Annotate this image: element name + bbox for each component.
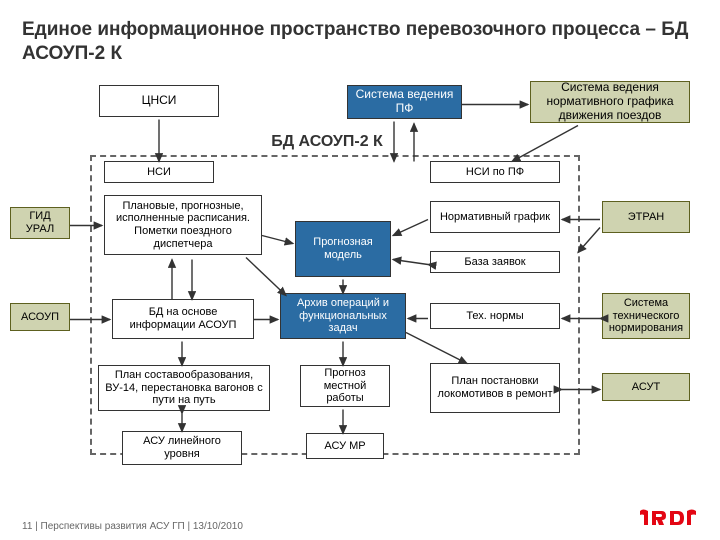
box-cnsi: ЦНСИ (99, 85, 219, 117)
box-arhiv: Архив операций и функциональных задач (280, 293, 406, 339)
box-asut: АСУТ (602, 373, 690, 401)
box-bd-asoup: БД на основе информации АСОУП (112, 299, 254, 339)
box-asoup: АСОУП (10, 303, 70, 331)
box-asu-lin: АСУ линейного уровня (122, 431, 242, 465)
box-plan-sost: План составообразования, ВУ-14, перестан… (98, 365, 270, 411)
box-plan: Плановые, прогнозные, исполненные распис… (104, 195, 262, 255)
page-title: Единое информационное пространство перев… (22, 18, 698, 66)
box-asu-mr: АСУ МР (306, 433, 384, 459)
diagram-canvas: ЦНСИ Система ведения ПФ Система ведения … (22, 85, 698, 510)
box-sys-pf: Система ведения ПФ (347, 85, 462, 119)
box-gid-ural: ГИД УРАЛ (10, 207, 70, 239)
box-prognoz: Прогнозная модель (295, 221, 391, 277)
box-baza-zay: База заявок (430, 251, 560, 273)
box-plan-post: План постановки локомотивов в ремонт (430, 363, 560, 413)
db-label: БД АСОУП-2 К (227, 133, 427, 151)
box-progn-mest: Прогноз местной работы (300, 365, 390, 407)
box-norm-graf: Нормативный график (430, 201, 560, 233)
box-teh-norm: Тех. нормы (430, 303, 560, 329)
box-nsi: НСИ (104, 161, 214, 183)
rzd-logo (638, 507, 698, 534)
box-sys-teh-norm: Система технического нормирования (602, 293, 690, 339)
footer-text: 11 | Перспективы развития АСУ ГП | 13/10… (22, 521, 243, 532)
box-etran: ЭТРАН (602, 201, 690, 233)
box-nsi-pf: НСИ по ПФ (430, 161, 560, 183)
box-sys-norm: Система ведения нормативного графика дви… (530, 81, 690, 123)
